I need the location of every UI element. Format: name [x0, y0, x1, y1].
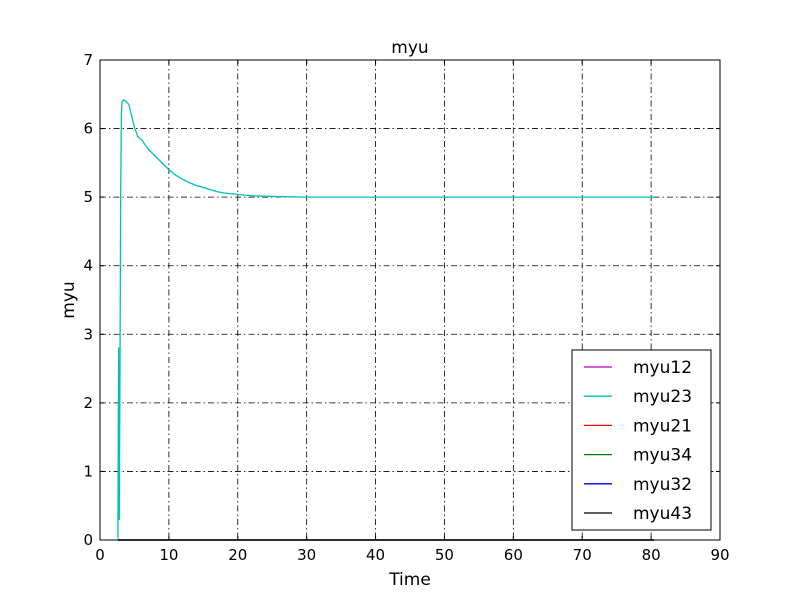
legend-label-myu23: myu23	[633, 387, 692, 407]
y-tick-label: 7	[83, 51, 93, 69]
y-tick-label: 2	[83, 394, 93, 412]
y-tick-label: 5	[83, 188, 93, 206]
y-tick-label: 1	[83, 462, 93, 480]
axis-ticks: 0 10 20 30 40 50 60 70 80 90 0 1 2 3 4 5 6 7	[83, 51, 729, 564]
x-tick-label: 90	[710, 546, 729, 564]
y-tick-label: 0	[83, 531, 93, 549]
y-tick-label: 6	[83, 120, 93, 138]
x-tick-label: 50	[435, 546, 454, 564]
legend-label-myu12: myu12	[633, 358, 692, 378]
legend: myu12 myu23 myu21 myu34 myu32 myu43	[571, 349, 712, 531]
y-tick-label: 4	[83, 257, 93, 275]
x-tick-label: 80	[642, 546, 661, 564]
x-tick-label: 60	[504, 546, 523, 564]
legend-label-myu32: myu32	[633, 475, 692, 495]
plot-frame	[99, 59, 721, 541]
x-tick-label: 10	[159, 546, 178, 564]
legend-label-myu43: myu43	[633, 504, 692, 524]
y-tick-label: 3	[83, 325, 93, 343]
y-axis-label: myu	[59, 281, 79, 318]
legend-label-myu34: myu34	[633, 446, 692, 466]
x-tick-label: 0	[95, 546, 105, 564]
x-tick-label: 20	[228, 546, 247, 564]
chart-title: myu	[391, 38, 428, 58]
legend-label-myu21: myu21	[633, 416, 692, 436]
series-line-myu23	[117, 99, 654, 539]
x-tick-label: 40	[366, 546, 385, 564]
x-tick-label: 70	[573, 546, 592, 564]
x-tick-label: 30	[297, 546, 316, 564]
x-axis-label: Time	[388, 570, 431, 590]
legend-box	[571, 349, 712, 531]
